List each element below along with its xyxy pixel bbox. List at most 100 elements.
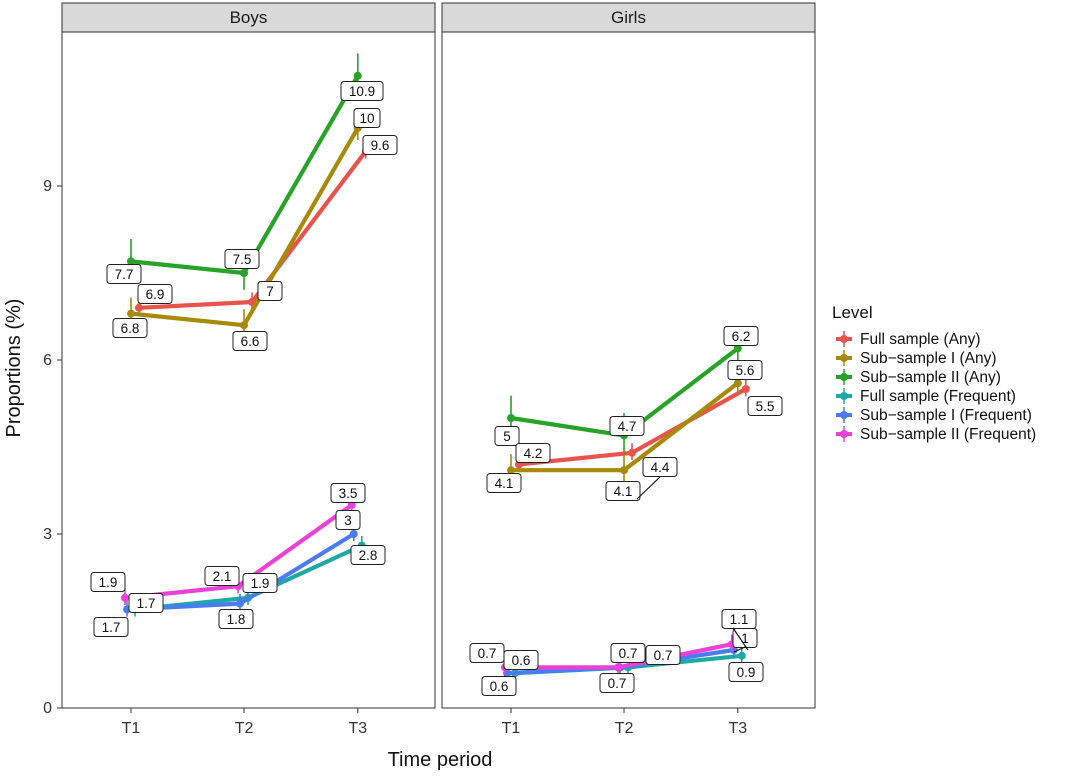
label-leader [733,646,746,653]
data-label-box [340,81,384,101]
data-label-box [645,645,681,665]
legend-item-sub2_freq: Sub−sample II (Frequent) [836,426,1036,443]
data-label: 6.6 [232,331,268,351]
data-label: 6.2 [723,326,759,346]
legend-swatch-point [840,354,848,362]
panel-border-boys [61,31,436,709]
x-axis-title: Time period [388,749,493,771]
legend-swatch-point [840,373,848,381]
data-label: 0.9 [728,662,764,682]
y-tick-label: 3 [43,526,52,543]
label-leader [636,476,661,500]
data-label-text: 7.7 [115,267,134,282]
legend-item-full_freq: Full sample (Frequent) [836,388,1016,405]
facet-strip-girls [441,2,816,33]
data-label-text: 1.1 [730,612,749,627]
data-label: 1.8 [218,609,254,629]
y-tick-label: 6 [43,352,52,369]
data-label: 1.7 [128,593,164,613]
data-label: 0.7 [599,673,635,693]
legend-label: Sub−sample I (Any) [860,350,997,367]
x-tick-label: T3 [348,720,367,737]
data-label-box [204,566,240,586]
data-label: 7 [257,281,283,301]
data-label: 4.4 [642,457,678,477]
legend-item-sub2_any: Sub−sample II (Any) [836,369,1001,386]
data-label: 9.6 [362,135,398,155]
legend: Level Full sample (Any) Sub−sample I (Any… [832,303,1036,443]
data-label-text: 1.8 [227,612,246,627]
data-point [127,257,136,266]
data-label: 7.5 [224,249,260,269]
x-tick-label: T1 [122,720,141,737]
data-label-text: 0.9 [737,665,756,680]
data-label-box [515,443,551,463]
data-label-text: 6.2 [732,329,751,344]
data-label-box [232,331,268,351]
data-point [507,466,516,475]
legend-swatch-point [840,430,848,438]
data-point [733,379,742,388]
data-label: 1.1 [721,609,757,629]
data-label-box [112,318,148,338]
legend-label: Full sample (Any) [860,331,981,348]
data-label-text: 4.4 [651,460,670,475]
data-label-box [610,643,646,663]
data-point [349,530,358,538]
data-label-box [605,481,641,501]
data-label-box [723,326,759,346]
data-label-text: 10.9 [349,84,375,99]
panels: Boys Girls [61,2,816,709]
data-label: 10 [353,108,381,128]
data-label-text: 4.7 [618,419,637,434]
axes: T1 T2 T3 T1 T2 T3 0 3 6 9 [43,178,747,737]
data-label-box [494,426,520,446]
data-label: 5.6 [727,360,763,380]
data-label-box [106,264,142,284]
data-label-box [486,473,522,493]
data-point [614,663,623,672]
x-tick-label: T3 [728,720,747,737]
data-label-box [224,249,260,269]
data-label: 6.9 [137,284,173,304]
facet-label-boys: Boys [230,8,268,27]
data-point [240,269,249,277]
data-label-box [747,396,783,416]
data-label-text: 2.8 [359,548,378,563]
panel-girls: Girls [441,2,816,709]
legend-title: Level [832,303,873,322]
data-point [737,651,746,660]
data-label-box [128,593,164,613]
data-label-text: 3 [344,513,352,528]
data-label: 4.1 [605,481,641,501]
legend-item-full_any: Full sample (Any) [836,331,981,348]
facet-label-girls: Girls [611,8,646,27]
data-label-box [727,360,763,380]
data-label-text: 5 [503,429,511,444]
data-label-box [481,676,517,696]
data-label-box [242,573,278,593]
data-label-text: 4.1 [495,476,514,491]
data-label: 2.8 [350,545,386,565]
x-tick-label: T1 [502,720,521,737]
y-tick-label: 0 [43,700,52,717]
data-label-text: 4.1 [614,484,633,499]
y-axis-title: Proportions (%) [3,299,25,438]
data-label-text: 3.5 [339,486,358,501]
data-label-text: 1 [741,631,749,646]
data-label-text: 0.6 [512,653,531,668]
data-label-text: 10 [359,111,374,126]
data-label-box [503,650,539,670]
data-label: 4.1 [486,473,522,493]
data-label: 0.7 [610,643,646,663]
data-label: 1.9 [242,573,278,593]
data-label-box [335,510,361,530]
data-label-text: 7 [266,284,274,299]
data-point [135,303,144,312]
legend-label: Sub−sample II (Any) [860,369,1001,386]
data-label-box [330,483,366,503]
data-label-text: 0.7 [619,646,638,661]
legend-item-sub1_any: Sub−sample I (Any) [836,350,997,367]
